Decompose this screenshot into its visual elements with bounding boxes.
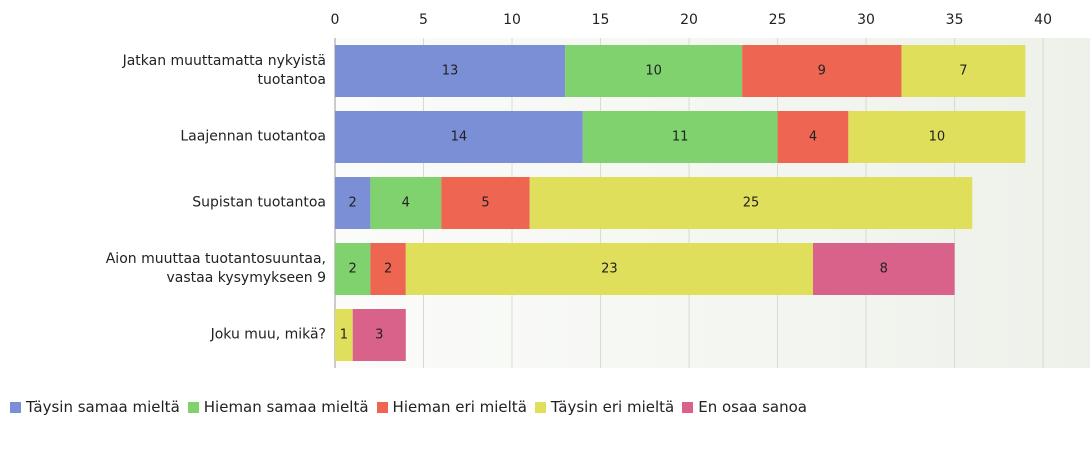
- bar-segment: [441, 177, 530, 229]
- x-tick-label: 25: [769, 12, 787, 28]
- category-label: Supistan tuotantoa: [192, 194, 326, 211]
- legend-label: Hieman eri mieltä: [392, 398, 527, 416]
- category-label: Jatkan muuttamatta nykyistä tuotantoa: [122, 53, 326, 88]
- bar-segment: [335, 45, 566, 97]
- x-tick-label: 15: [592, 12, 610, 28]
- value-label: 1: [340, 328, 348, 343]
- legend-swatch: [187, 401, 199, 413]
- legend-item: En osaa sanoa: [682, 398, 807, 416]
- legend: Täysin samaa mieltä Hieman samaa mieltä Hi…: [10, 398, 960, 416]
- legend-label: Täysin samaa mieltä: [26, 398, 180, 416]
- x-tick-label: 35: [946, 12, 964, 28]
- x-tick-label: 5: [419, 12, 428, 28]
- x-tick-label: 20: [680, 12, 698, 28]
- legend-item: Hieman eri mieltä: [376, 398, 527, 416]
- x-tick-label: 10: [503, 12, 521, 28]
- bar-segment: [335, 243, 371, 295]
- x-tick-label: 30: [857, 12, 875, 28]
- value-label: 11: [672, 130, 689, 145]
- category-label: Joku muu, mikä?: [210, 326, 326, 343]
- bar-segment: [529, 177, 973, 229]
- value-label: 13: [442, 64, 459, 79]
- legend-item: Täysin eri mieltä: [534, 398, 675, 416]
- legend-label: Hieman samaa mieltä: [203, 398, 369, 416]
- value-label: 10: [929, 130, 946, 145]
- legend-swatch: [682, 401, 694, 413]
- bar-segment: [335, 309, 353, 361]
- value-label: 9: [818, 64, 826, 79]
- x-tick-label: 0: [331, 12, 340, 28]
- value-label: 23: [601, 262, 618, 277]
- bar-segment: [405, 243, 813, 295]
- bar-segment: [742, 45, 902, 97]
- bar-segment: [335, 177, 371, 229]
- value-label: 2: [349, 262, 357, 277]
- legend-swatch: [376, 401, 388, 413]
- bar-segment: [565, 45, 743, 97]
- category-label: Aion muuttaa tuotantosuuntaa, vastaa kys…: [105, 251, 326, 286]
- bar-segment: [901, 45, 1026, 97]
- legend-label: Täysin eri mieltä: [550, 398, 675, 416]
- value-label: 25: [743, 196, 760, 211]
- category-label: Laajennan tuotantoa: [180, 128, 326, 145]
- value-label: 4: [402, 196, 410, 211]
- value-label: 7: [959, 64, 967, 79]
- bar-segment: [370, 177, 442, 229]
- value-label: 2: [349, 196, 357, 211]
- bar-segment: [582, 111, 778, 163]
- x-tick-label: 40: [1034, 12, 1052, 28]
- bar-segment: [370, 243, 406, 295]
- bar-segment: [848, 111, 1026, 163]
- legend-item: Hieman samaa mieltä: [187, 398, 369, 416]
- legend-swatch: [534, 401, 546, 413]
- legend-item: Täysin samaa mieltä: [10, 398, 180, 416]
- bar-segment: [335, 111, 583, 163]
- value-label: 2: [384, 262, 392, 277]
- value-label: 14: [451, 130, 468, 145]
- value-label: 10: [645, 64, 662, 79]
- value-label: 4: [809, 130, 817, 145]
- legend-label: En osaa sanoa: [698, 398, 807, 416]
- legend-swatch: [10, 401, 21, 413]
- value-label: 8: [880, 262, 888, 277]
- bar-segment: [812, 243, 955, 295]
- value-label: 5: [481, 196, 489, 211]
- bar-segment: [352, 309, 406, 361]
- value-label: 3: [375, 328, 383, 343]
- bar-segment: [777, 111, 849, 163]
